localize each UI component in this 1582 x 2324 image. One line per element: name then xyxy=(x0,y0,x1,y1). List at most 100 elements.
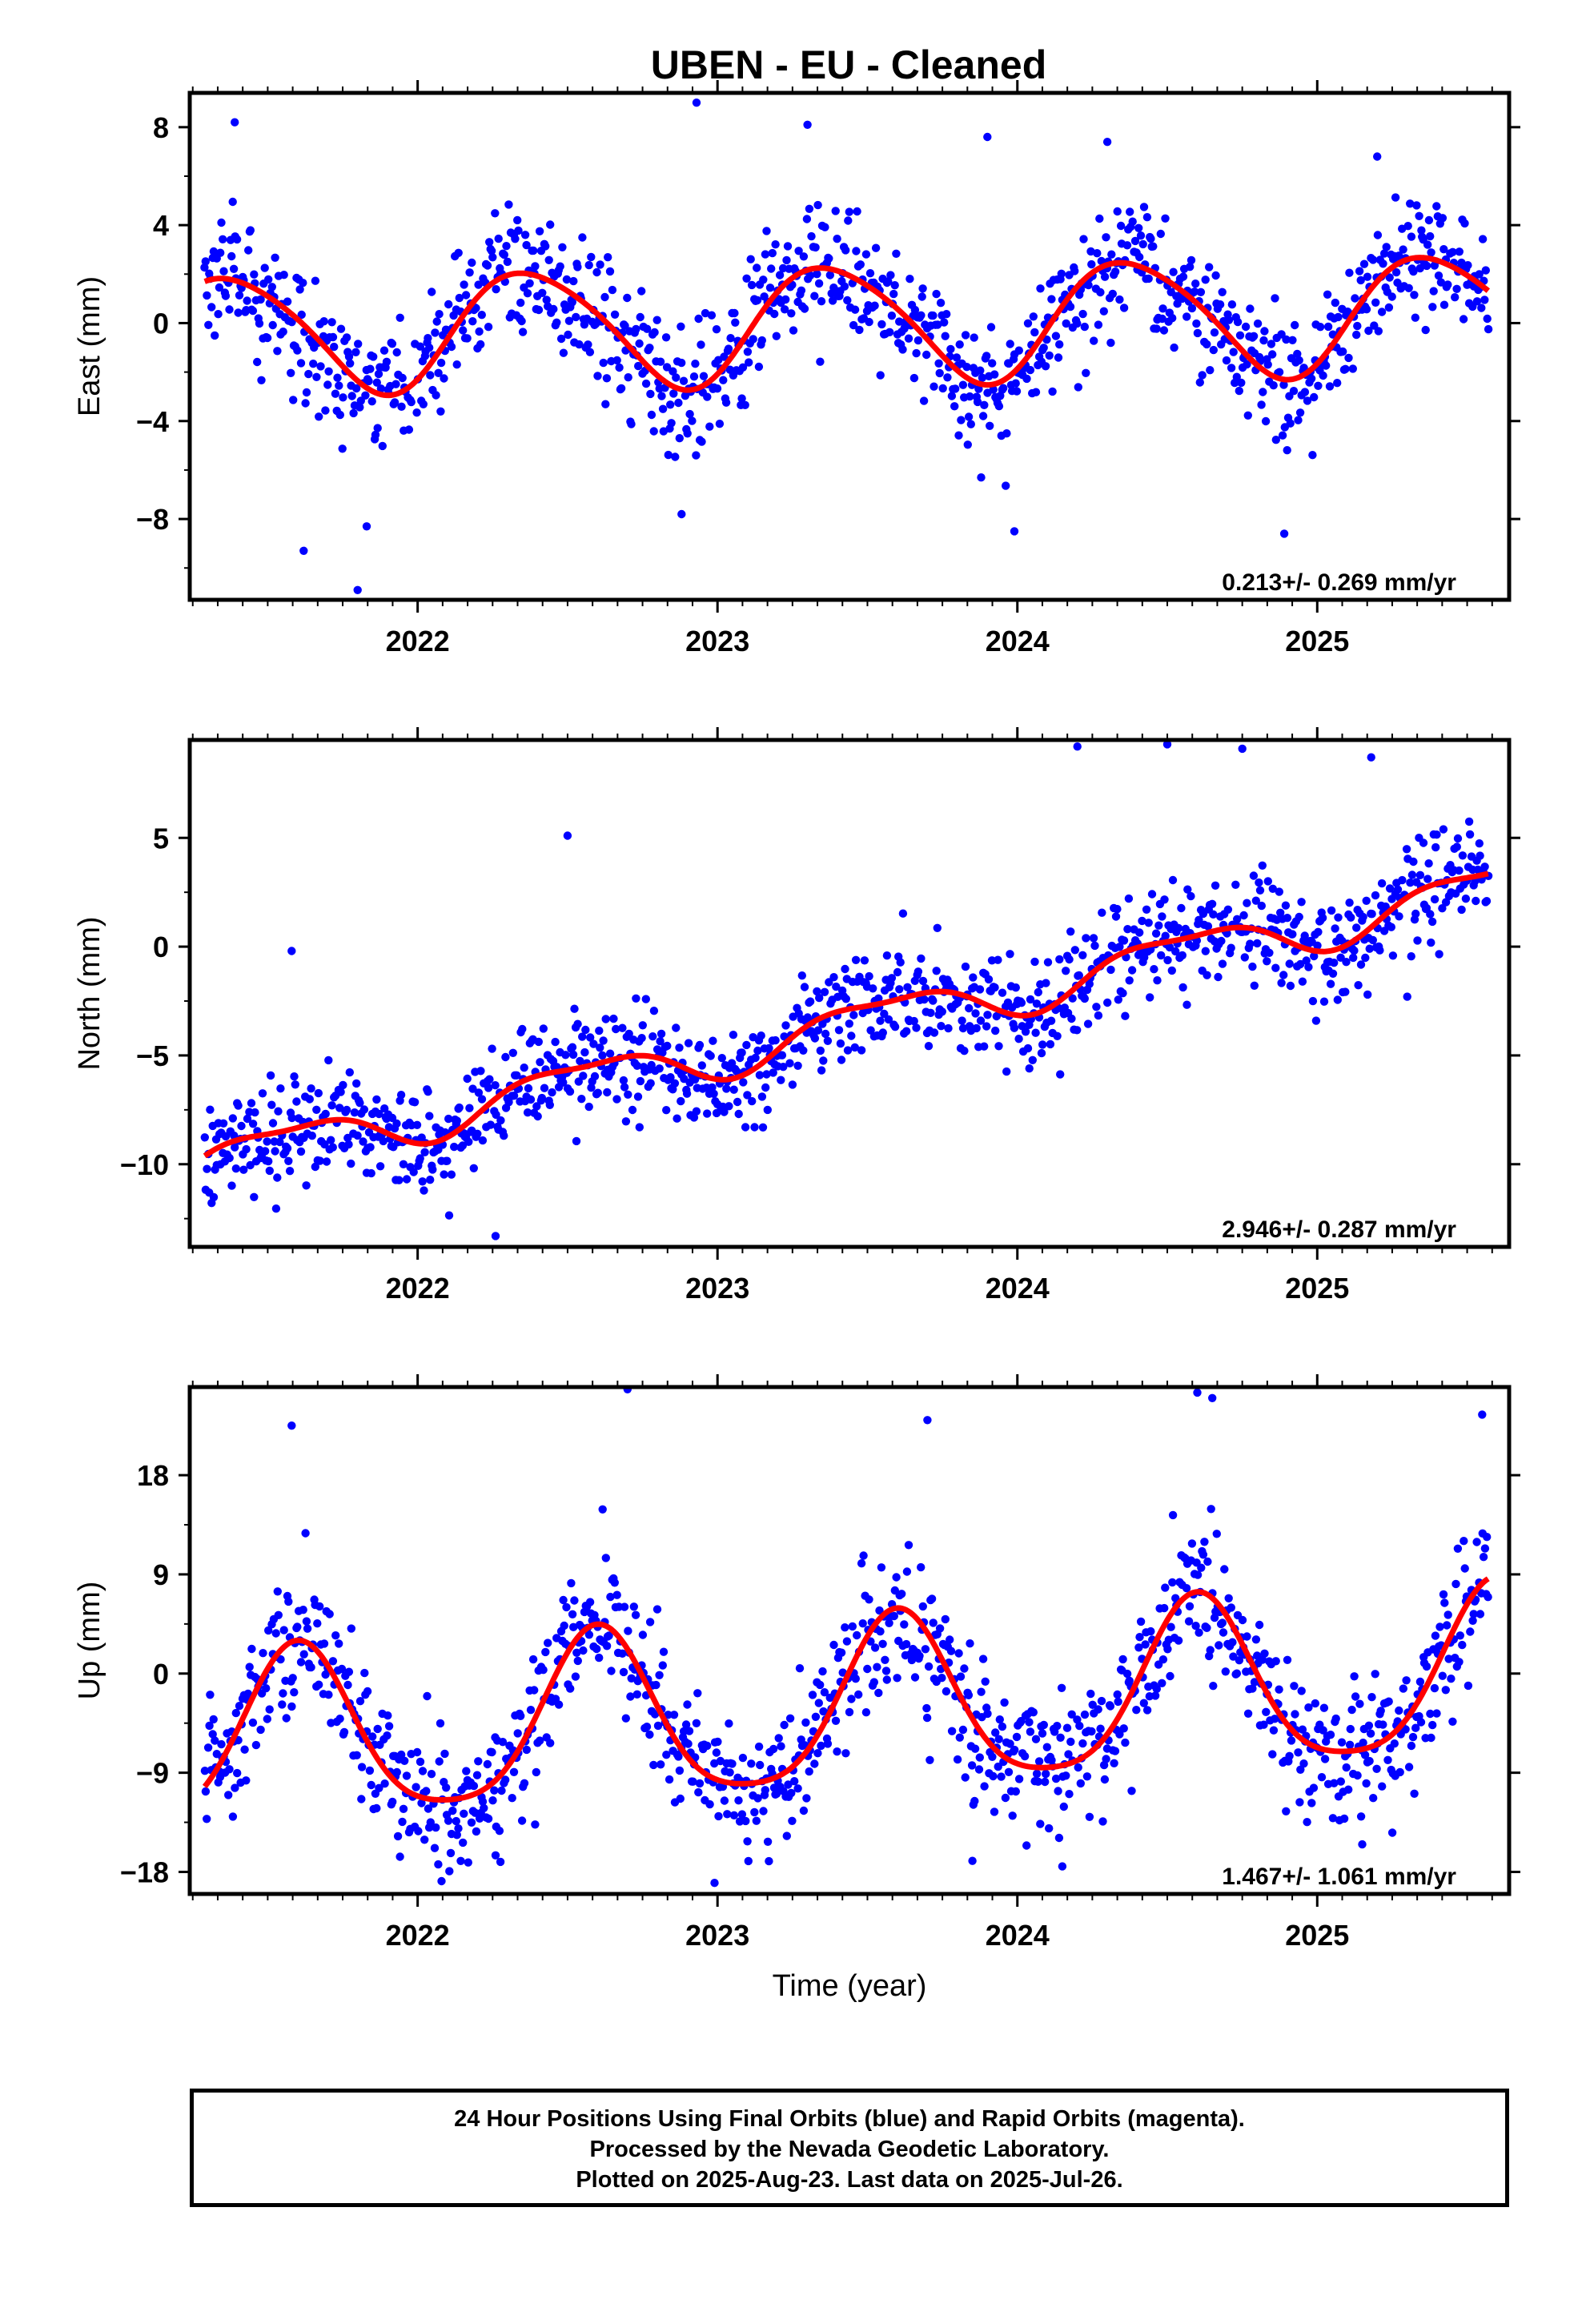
data-point xyxy=(865,971,873,981)
data-point xyxy=(1146,993,1154,1002)
data-point xyxy=(1038,1729,1047,1738)
data-point xyxy=(701,308,710,318)
data-point xyxy=(1365,944,1374,953)
data-point xyxy=(1320,1755,1330,1763)
data-point xyxy=(1353,321,1362,331)
data-point xyxy=(788,1080,797,1089)
data-point xyxy=(1249,332,1259,340)
data-point xyxy=(953,1755,962,1764)
data-point xyxy=(587,252,596,262)
data-point xyxy=(568,298,576,307)
data-point xyxy=(1407,952,1415,961)
data-point xyxy=(1409,857,1418,866)
data-point xyxy=(231,1164,240,1173)
data-point xyxy=(1387,1828,1397,1837)
data-point xyxy=(303,1624,312,1633)
data-point xyxy=(331,1631,340,1640)
data-point xyxy=(652,1680,661,1690)
data-point xyxy=(829,1640,838,1650)
data-point xyxy=(662,1106,671,1115)
data-point xyxy=(460,1809,468,1818)
data-point xyxy=(285,1167,295,1176)
data-point xyxy=(646,1079,655,1088)
data-point xyxy=(1167,966,1177,975)
data-point xyxy=(273,1173,282,1182)
data-point xyxy=(1378,1782,1387,1791)
data-point xyxy=(818,1667,827,1676)
data-point xyxy=(204,320,213,329)
data-point xyxy=(357,1795,366,1803)
data-point xyxy=(789,326,798,335)
data-point xyxy=(843,296,852,305)
data-point xyxy=(476,340,485,349)
data-point xyxy=(734,1109,743,1119)
data-point xyxy=(1404,283,1413,292)
data-point xyxy=(331,389,340,398)
data-point xyxy=(938,1674,946,1683)
data-point xyxy=(440,374,448,383)
data-point xyxy=(612,1095,621,1104)
data-point xyxy=(287,368,295,377)
data-point xyxy=(1156,229,1166,239)
data-point xyxy=(420,1186,428,1195)
data-point xyxy=(910,1673,920,1682)
data-point xyxy=(1201,947,1211,955)
data-point xyxy=(274,1610,283,1620)
data-point xyxy=(593,1088,602,1097)
data-point xyxy=(825,271,835,279)
data-point xyxy=(1387,923,1396,931)
data-point xyxy=(1385,273,1394,282)
data-point xyxy=(924,1042,934,1051)
data-point xyxy=(243,296,251,305)
data-point xyxy=(1484,324,1493,334)
data-point xyxy=(652,316,661,324)
data-point xyxy=(302,388,311,397)
data-point xyxy=(602,1642,612,1651)
outlier-point xyxy=(923,1416,932,1425)
data-point xyxy=(805,997,815,1006)
data-point xyxy=(626,1692,635,1701)
data-point xyxy=(231,1783,239,1792)
data-point xyxy=(1248,962,1257,971)
data-point xyxy=(373,424,382,432)
data-point xyxy=(293,346,302,355)
data-point xyxy=(1163,1645,1172,1654)
data-point xyxy=(1037,1048,1046,1058)
data-point xyxy=(1207,1505,1215,1514)
data-point xyxy=(940,318,949,327)
data-point xyxy=(1218,1618,1227,1627)
data-point xyxy=(637,287,646,296)
data-point xyxy=(448,1806,457,1815)
data-point xyxy=(261,1147,270,1156)
data-point xyxy=(1402,1676,1411,1685)
data-point xyxy=(627,1674,636,1683)
data-point xyxy=(242,1144,251,1154)
data-point xyxy=(1439,300,1449,309)
data-point xyxy=(1448,1717,1457,1726)
outlier-point xyxy=(677,509,686,519)
data-point xyxy=(299,1650,308,1659)
chart-title: UBEN - EU - Cleaned xyxy=(651,42,1047,87)
data-point xyxy=(315,1602,324,1611)
data-point xyxy=(251,1740,261,1750)
data-point xyxy=(1020,1751,1030,1761)
data-point xyxy=(605,1049,615,1058)
data-point xyxy=(805,204,814,213)
data-point xyxy=(955,340,964,349)
data-point xyxy=(771,240,780,249)
data-point xyxy=(417,1799,426,1807)
data-point xyxy=(1323,290,1332,299)
data-point xyxy=(1297,898,1306,907)
data-point xyxy=(474,280,483,289)
y-axis-label: Up (mm) xyxy=(73,1582,106,1700)
outlier-point xyxy=(231,118,239,127)
data-point xyxy=(227,1181,236,1190)
footer-line-3: Plotted on 2025-Aug-23. Last data on 202… xyxy=(576,2167,1123,2193)
data-point xyxy=(841,246,850,255)
data-point xyxy=(420,1148,429,1157)
data-point xyxy=(1174,1636,1183,1645)
data-point xyxy=(831,207,840,215)
data-point xyxy=(239,1165,248,1174)
data-point xyxy=(1355,267,1364,275)
data-point xyxy=(1253,319,1263,328)
